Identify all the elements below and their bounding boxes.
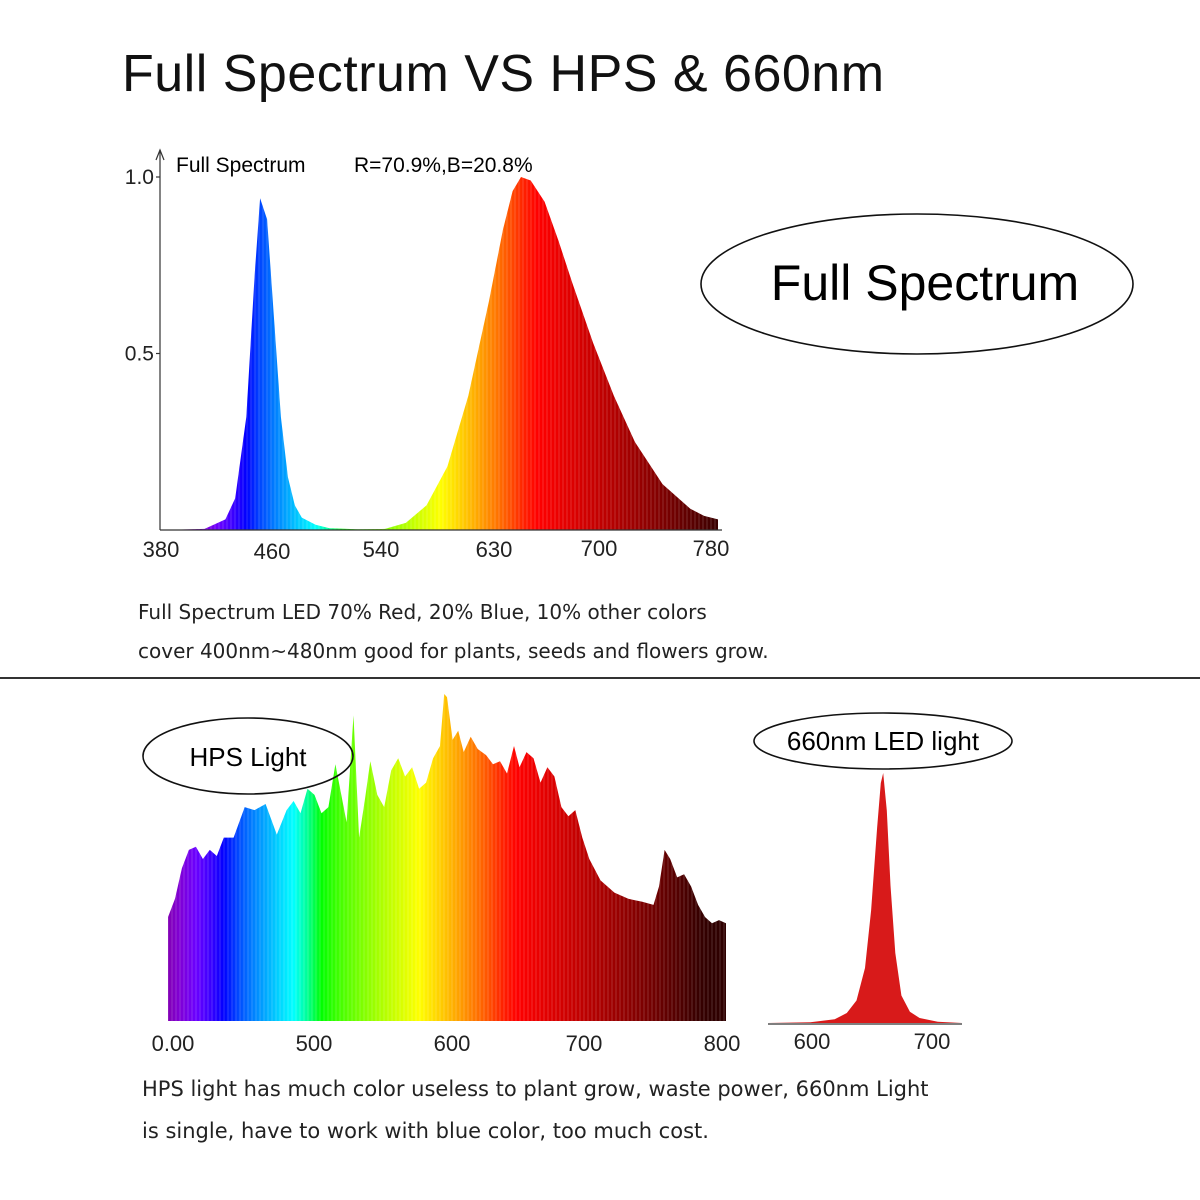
led660-x-tick-label: 600 bbox=[794, 1029, 831, 1054]
hps-oval: HPS Light bbox=[142, 717, 354, 795]
full-spectrum-area bbox=[163, 177, 718, 530]
y-tick-label: 1.0 bbox=[125, 166, 154, 189]
x-tick-label: 780 bbox=[693, 536, 730, 561]
hps-x-tick-label: 800 bbox=[704, 1031, 741, 1056]
caption-bottom-line2: is single, have to work with blue color,… bbox=[142, 1119, 709, 1143]
full-spectrum-curve bbox=[163, 177, 718, 530]
full-spectrum-axes bbox=[155, 148, 722, 531]
led660-spectrum-area bbox=[768, 773, 962, 1023]
page-title: Full Spectrum VS HPS & 660nm bbox=[122, 45, 885, 103]
x-tick-label: 630 bbox=[476, 537, 513, 562]
y-axis-arrow bbox=[155, 148, 165, 161]
led660-x-tick-label: 700 bbox=[914, 1029, 951, 1054]
full-spectrum-oval-label: Full Spectrum bbox=[771, 255, 1079, 311]
full-spectrum-chart-title: Full Spectrum bbox=[176, 154, 306, 177]
hps-x-tick-label: 600 bbox=[434, 1031, 471, 1056]
caption-bottom-line1: HPS light has much color useless to plan… bbox=[142, 1077, 929, 1101]
full-spectrum-ratio: R=70.9%,B=20.8% bbox=[354, 154, 533, 177]
hps-ticks: 0.00 500 600 700 800 bbox=[152, 1031, 741, 1056]
x-tick-label: 700 bbox=[581, 536, 618, 561]
caption-top-line2: cover 400nm~480nm good for plants, seeds… bbox=[138, 639, 769, 663]
section-divider bbox=[0, 677, 1200, 679]
led660-oval: 660nm LED light bbox=[753, 712, 1013, 770]
led660-oval-label: 660nm LED light bbox=[787, 726, 980, 756]
hps-x-tick-label: 700 bbox=[566, 1031, 603, 1056]
hps-spectrum-area bbox=[168, 694, 726, 1021]
hps-curve bbox=[168, 694, 726, 1021]
full-spectrum-ticks: 380 460 540 630 700 780 0.5 1.0 bbox=[125, 166, 730, 564]
led660-ticks: 600 700 bbox=[794, 1029, 951, 1054]
y-tick-label: 0.5 bbox=[125, 343, 154, 366]
x-tick-label: 460 bbox=[254, 539, 291, 564]
hps-x-tick-label: 500 bbox=[296, 1031, 333, 1056]
hps-oval-label: HPS Light bbox=[189, 742, 307, 772]
x-tick-label: 380 bbox=[143, 537, 180, 562]
full-spectrum-oval: Full Spectrum bbox=[700, 213, 1134, 355]
caption-top-line1: Full Spectrum LED 70% Red, 20% Blue, 10%… bbox=[138, 600, 707, 624]
hps-x-tick-label: 0.00 bbox=[152, 1031, 195, 1056]
full-spectrum-chart: 380 460 540 630 700 780 0.5 1.0 Full Spectrum R… bbox=[125, 148, 1134, 564]
led660-curve bbox=[768, 773, 962, 1023]
x-tick-label: 540 bbox=[363, 537, 400, 562]
bottom-charts: 0.00 500 600 700 800 HPS Light 600 700 660nm … bbox=[142, 694, 1013, 1056]
